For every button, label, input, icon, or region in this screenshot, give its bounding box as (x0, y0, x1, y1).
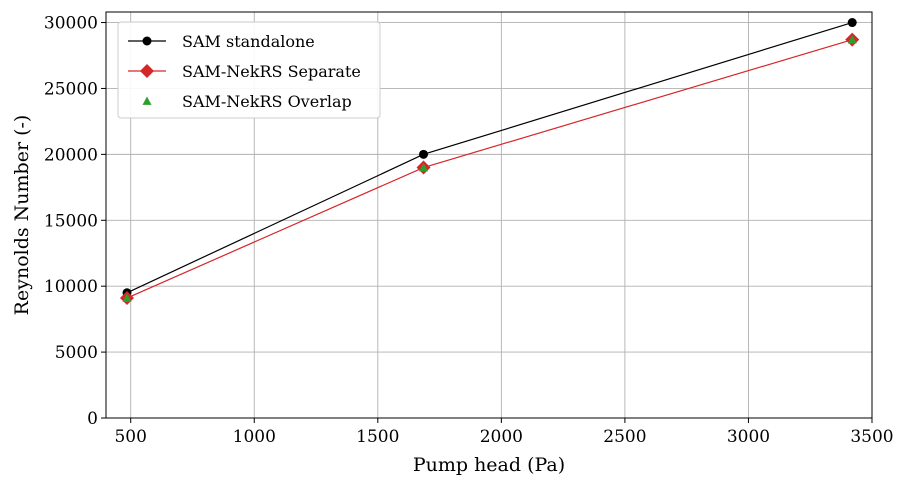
series-2 (122, 35, 857, 302)
data-point (419, 163, 429, 172)
data-point (122, 293, 132, 302)
y-tick-label: 5000 (55, 343, 98, 363)
data-point (847, 35, 857, 44)
legend: SAM standalone SAM-NekRS Separate SAM-NekR… (117, 21, 381, 119)
y-tick-label: 0 (87, 409, 98, 429)
ticks: 500 1000 1500 2000 2500 3000 3500 0 5000 10000 150… (44, 14, 894, 447)
y-tick-label: 25000 (44, 79, 98, 99)
legend-label: SAM standalone (182, 32, 315, 51)
grid (106, 12, 873, 419)
x-tick-label: 3000 (727, 427, 770, 447)
y-tick-label: 30000 (44, 14, 98, 34)
legend-marker (142, 96, 152, 105)
x-tick-label: 3500 (850, 427, 893, 447)
y-axis-label: Reynolds Number (-) (11, 115, 33, 316)
legend-entry: SAM-NekRS Overlap (142, 92, 352, 111)
x-tick-label: 2000 (480, 427, 523, 447)
data-point (419, 149, 429, 159)
y-tick-label: 10000 (44, 277, 98, 297)
data-point (847, 18, 857, 28)
legend-marker (142, 36, 152, 46)
x-tick-label: 1500 (356, 427, 399, 447)
legend-entry: SAM-NekRS Separate (128, 62, 361, 81)
legend-box (117, 21, 381, 119)
legend-marker (140, 64, 154, 78)
plot-frame (105, 11, 873, 419)
y-tick-label: 15000 (44, 211, 98, 231)
legend-label: SAM-NekRS Separate (182, 62, 361, 81)
series-layer (120, 18, 860, 306)
x-tick-label: 2500 (603, 427, 646, 447)
legend-entry: SAM standalone (128, 32, 315, 51)
legend-label: SAM-NekRS Overlap (182, 92, 352, 111)
y-tick-label: 20000 (44, 145, 98, 165)
x-axis-label: Pump head (Pa) (413, 454, 565, 476)
x-tick-label: 500 (114, 427, 146, 447)
x-tick-label: 1000 (233, 427, 276, 447)
